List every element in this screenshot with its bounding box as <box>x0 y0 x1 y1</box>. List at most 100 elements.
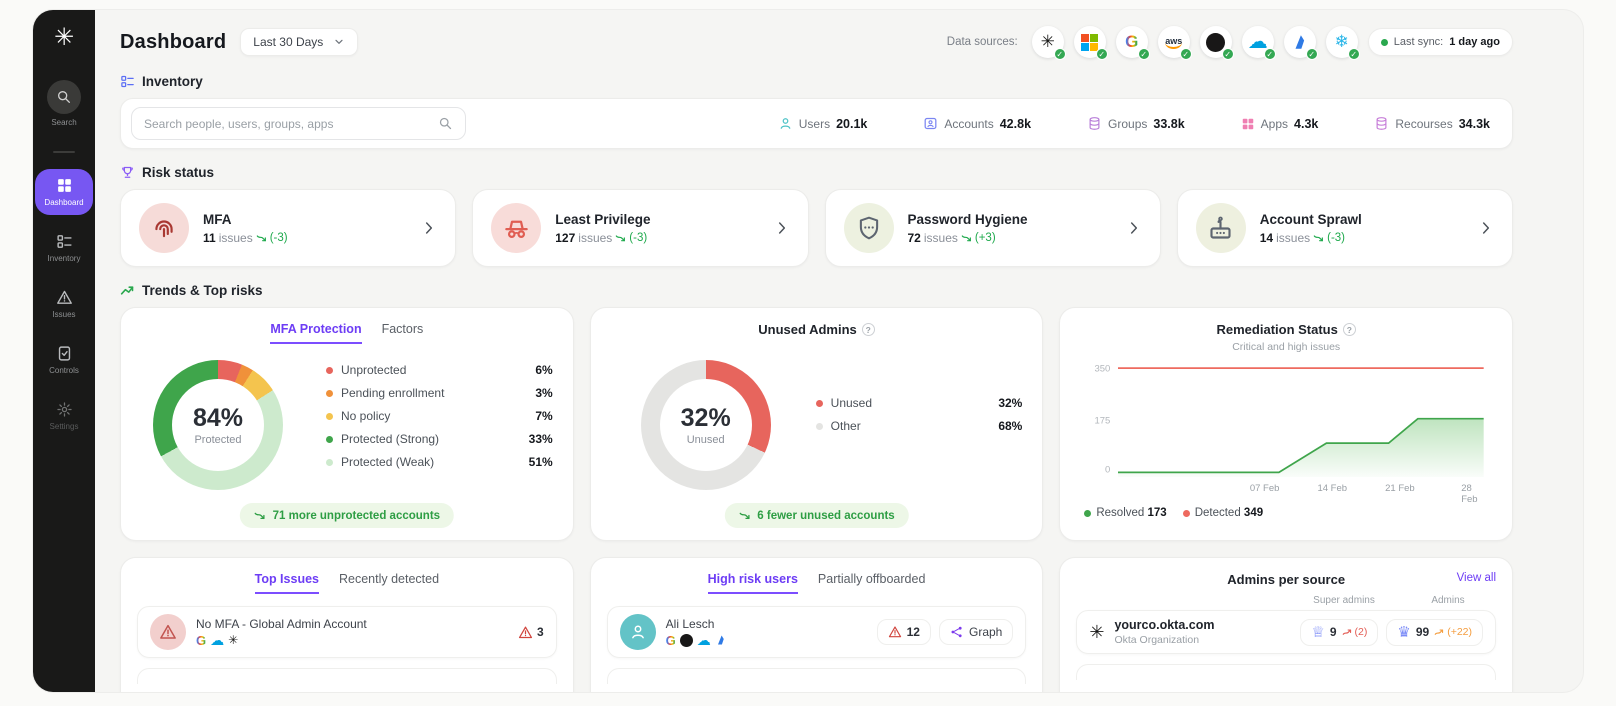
remediation-status-card: Remediation Status Critical and high iss… <box>1059 307 1514 541</box>
azure-source-icon[interactable]: ✓ <box>1283 26 1318 60</box>
mfa-protection-card: MFA Protection Factors 84% Protected Unp… <box>120 307 574 541</box>
sidebar-item-dashboard[interactable]: Dashboard <box>35 169 93 215</box>
sidebar-item-label: Issues <box>52 310 76 319</box>
y-axis-tick: 175 <box>1094 415 1111 427</box>
legend-item: No policy 7% <box>326 409 553 423</box>
aws-source-icon[interactable]: aws ✓ <box>1157 26 1192 60</box>
legend-label: Unused <box>830 396 873 410</box>
salesforce-source-icon[interactable]: ☁ ✓ <box>1241 26 1276 60</box>
legend-item: Unused 32% <box>815 396 1022 410</box>
warning-triangle-icon <box>56 289 73 306</box>
issue-row[interactable]: No MFA - Global Admin Account G ☁ ✳ 3 <box>137 606 557 658</box>
tab-factors[interactable]: Factors <box>381 322 424 336</box>
crown-outline-icon: ♕ <box>1311 623 1325 641</box>
user-name: Ali Lesch <box>665 617 715 631</box>
stat-recourses[interactable]: Recourses 34.3k <box>1374 116 1490 131</box>
info-icon[interactable] <box>861 323 875 336</box>
sidebar-item-label: Settings <box>49 422 79 431</box>
risk-issues-count: 11 <box>203 230 216 245</box>
sidebar-item-issues[interactable]: Issues <box>35 281 93 327</box>
user-row[interactable]: Ali Lesch G ☁ 12 Graph <box>606 606 1027 658</box>
card-subtitle: Critical and high issues <box>1232 341 1341 353</box>
snowflake-source-icon[interactable]: ❄ ✓ <box>1325 26 1360 60</box>
admins-per-source-card: Admins per source View all Super admins … <box>1059 557 1514 692</box>
risk-card-title: Password Hygiene <box>907 211 1028 227</box>
period-selector[interactable]: Last 30 Days <box>240 28 359 56</box>
info-icon[interactable] <box>1342 323 1356 336</box>
tab-mfa-protection[interactable]: MFA Protection <box>270 322 362 344</box>
tab-high-risk-users[interactable]: High risk users <box>707 572 798 594</box>
graph-button[interactable]: Graph <box>938 619 1014 645</box>
risk-issues-count: 14 <box>1259 230 1274 245</box>
risk-cards-row: MFA 11 issues (-3) Least Privilege 127 issu… <box>120 189 1513 267</box>
gear-icon <box>56 401 73 418</box>
chevron-right-icon <box>421 220 437 236</box>
legend-value: 68% <box>998 419 1023 433</box>
legend-value: 6% <box>535 363 553 377</box>
unused-admins-card: Unused Admins 32% Unused Unused 32% Other… <box>589 307 1044 541</box>
warning-triangle-icon <box>518 625 533 640</box>
sidebar-item-inventory[interactable]: Inventory <box>35 225 93 271</box>
sidebar-item-label: Inventory <box>47 254 81 263</box>
source-name: yourco.okta.com <box>1114 618 1215 632</box>
azure-logo-glyph <box>1291 33 1309 51</box>
inventory-search[interactable] <box>131 107 466 140</box>
source-row[interactable]: ✳ yourco.okta.com Okta Organization ♕ 9 (2… <box>1076 610 1497 654</box>
legend-item: Other 68% <box>815 419 1023 433</box>
check-badge-icon: ✓ <box>1137 48 1150 60</box>
sidebar-item-label: Controls <box>49 366 79 375</box>
github-source-icon[interactable]: ✓ <box>1199 26 1234 60</box>
chevron-right-icon <box>1478 220 1494 236</box>
risk-card-account-sprawl[interactable]: Account Sprawl 14 issues (-3) <box>1176 189 1513 267</box>
user-row-partial <box>606 668 1027 684</box>
stat-accounts[interactable]: Accounts 42.8k <box>923 116 1031 131</box>
risk-card-mfa[interactable]: MFA 11 issues (-3) <box>120 189 457 267</box>
tab-recently-detected[interactable]: Recently detected <box>338 572 440 586</box>
legend-dot <box>326 458 333 466</box>
stat-users[interactable]: Users 20.1k <box>778 116 867 131</box>
unused-admins-legend: Unused 32% Other 68% <box>815 396 1023 433</box>
check-badge-icon: ✓ <box>1095 48 1108 60</box>
stat-apps[interactable]: Apps 4.3k <box>1241 117 1318 131</box>
last-sync-value: 1 day ago <box>1449 36 1500 48</box>
check-badge-icon: ✓ <box>1221 48 1234 60</box>
tab-top-issues[interactable]: Top Issues <box>254 572 319 594</box>
legend-item: Resolved 173 <box>1084 507 1167 519</box>
salesforce-icon: ☁ <box>210 632 225 648</box>
inventory-list-icon <box>56 233 73 250</box>
page-header: Dashboard Last 30 Days Data sources: ✳ ✓ … <box>120 26 1513 60</box>
period-selector-value: Last 30 Days <box>253 35 324 49</box>
tab-partially-offboarded[interactable]: Partially offboarded <box>817 572 926 586</box>
view-all-link[interactable]: View all <box>1456 572 1497 584</box>
bottom-cards-row: Top Issues Recently detected No MFA - Gl… <box>120 557 1514 692</box>
risk-status-section-title: Risk status <box>142 165 215 180</box>
last-sync-label: Last sync: <box>1393 36 1444 48</box>
issue-sources: G ☁ ✳ <box>196 633 367 647</box>
sidebar-item-controls[interactable]: Controls <box>35 337 93 383</box>
stat-groups[interactable]: Groups 33.8k <box>1087 116 1185 131</box>
trophy-icon <box>120 165 135 180</box>
risk-card-least-privilege[interactable]: Least Privilege 127 issues (-3) <box>472 189 809 267</box>
inventory-stats: Users 20.1k Accounts 42.8k Groups 33.8k App… <box>778 116 1490 131</box>
legend-dot <box>815 422 823 430</box>
risk-card-password-hygiene[interactable]: Password Hygiene 72 issues (+3) <box>824 189 1161 267</box>
okta-icon: ✳ <box>1089 621 1105 642</box>
sidebar-item-search[interactable]: Search <box>35 72 93 135</box>
trend-down-icon <box>256 232 268 244</box>
unused-admins-donut-chart: 32% Unused <box>640 360 771 490</box>
stat-value: 34.3k <box>1458 116 1490 131</box>
sidebar-item-settings[interactable]: Settings <box>35 393 93 439</box>
microsoft-source-icon[interactable]: ✓ <box>1073 26 1108 60</box>
crown-filled-icon: ♛ <box>1397 623 1411 641</box>
salesforce-icon: ☁ <box>696 632 711 648</box>
legend-dot <box>326 435 333 443</box>
trend-up-icon <box>1342 627 1353 638</box>
trend-up-icon <box>1434 627 1445 638</box>
azure-icon <box>715 634 727 646</box>
okta-source-icon[interactable]: ✳ ✓ <box>1031 26 1066 60</box>
google-source-icon[interactable]: G ✓ <box>1115 26 1150 60</box>
stat-value: 33.8k <box>1153 116 1185 131</box>
search-input[interactable] <box>144 116 438 131</box>
column-label-super-admins: Super admins <box>1313 595 1375 606</box>
okta-logo-glyph: ✳ <box>1040 32 1055 51</box>
